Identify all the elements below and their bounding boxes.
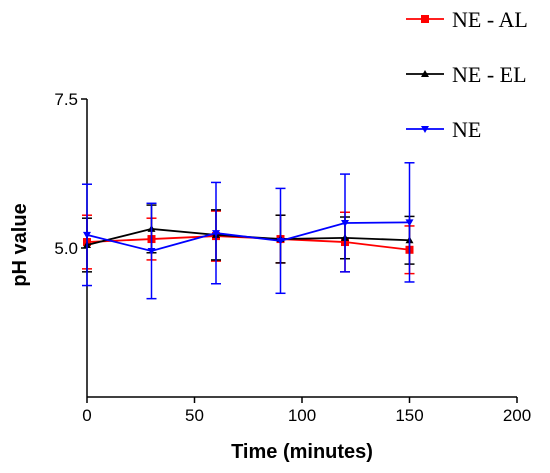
- x-axis-title: Time (minutes): [231, 441, 373, 463]
- y-axis-title: pH value: [9, 203, 31, 286]
- data-point: [212, 230, 220, 238]
- data-point: [405, 219, 414, 227]
- x-tick-label: 150: [395, 406, 423, 425]
- x-tick-label: 100: [288, 406, 316, 425]
- y-tick-label: 5.0: [54, 239, 78, 258]
- data-point: [341, 219, 349, 227]
- series-line: [86, 221, 410, 252]
- series-ne-al: [82, 210, 415, 275]
- series-ne: [82, 162, 415, 300]
- x-tick-label: 200: [503, 406, 531, 425]
- data-point: [83, 231, 91, 239]
- tick-labels: 0 50 100 150 200 5.0 7.5: [54, 90, 531, 425]
- legend-item: NE - AL: [406, 7, 528, 32]
- series-layer: [82, 162, 415, 300]
- legend: NE - AL NE - EL NE: [406, 7, 528, 142]
- legend-label: NE - AL: [452, 7, 528, 32]
- legend-item: NE - EL: [406, 62, 527, 87]
- data-point: [276, 237, 285, 245]
- legend-label: NE - EL: [452, 62, 527, 87]
- legend-marker: [421, 126, 429, 133]
- legend-item: NE: [406, 117, 481, 142]
- axes: [81, 98, 518, 403]
- x-tick-label: 0: [82, 406, 91, 425]
- data-point: [147, 247, 156, 255]
- legend-marker: [421, 70, 429, 77]
- x-tick-label: 50: [185, 406, 204, 425]
- legend-label: NE: [452, 117, 481, 142]
- y-tick-label: 7.5: [54, 90, 78, 109]
- legend-marker: [421, 15, 429, 23]
